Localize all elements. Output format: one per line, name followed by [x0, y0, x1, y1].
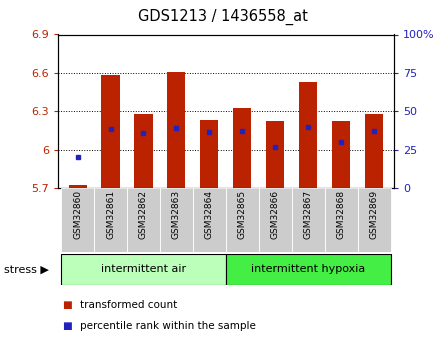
Bar — [365, 115, 383, 188]
Bar — [332, 121, 350, 188]
Text: intermittent hypoxia: intermittent hypoxia — [251, 264, 365, 274]
Bar — [259, 188, 292, 252]
Text: GSM32868: GSM32868 — [336, 190, 346, 239]
Bar — [61, 254, 226, 285]
Text: GSM32861: GSM32861 — [106, 190, 115, 239]
Bar — [193, 188, 226, 252]
Bar — [233, 108, 251, 188]
Text: percentile rank within the sample: percentile rank within the sample — [80, 321, 256, 331]
Bar — [299, 82, 317, 188]
Bar — [94, 188, 127, 252]
Text: ■: ■ — [62, 321, 72, 331]
Text: GSM32867: GSM32867 — [303, 190, 313, 239]
Text: GSM32866: GSM32866 — [271, 190, 280, 239]
Bar — [160, 188, 193, 252]
Bar — [69, 185, 87, 188]
Bar — [127, 188, 160, 252]
Text: GSM32863: GSM32863 — [172, 190, 181, 239]
Bar — [226, 254, 391, 285]
Text: GSM32860: GSM32860 — [73, 190, 82, 239]
Text: GSM32865: GSM32865 — [238, 190, 247, 239]
Bar — [61, 188, 94, 252]
Text: GSM32869: GSM32869 — [369, 190, 379, 239]
Text: stress ▶: stress ▶ — [4, 265, 49, 275]
Bar — [134, 115, 153, 188]
Text: GDS1213 / 1436558_at: GDS1213 / 1436558_at — [138, 9, 307, 25]
Text: GSM32864: GSM32864 — [205, 190, 214, 239]
Bar — [226, 188, 259, 252]
Bar — [101, 75, 120, 188]
Bar — [266, 121, 284, 188]
Text: intermittent air: intermittent air — [101, 264, 186, 274]
Bar — [167, 72, 186, 188]
Bar — [358, 188, 391, 252]
Bar — [325, 188, 358, 252]
Text: GSM32862: GSM32862 — [139, 190, 148, 239]
Text: transformed count: transformed count — [80, 300, 178, 310]
Bar — [292, 188, 325, 252]
Text: ■: ■ — [62, 300, 72, 310]
Bar — [200, 120, 218, 188]
